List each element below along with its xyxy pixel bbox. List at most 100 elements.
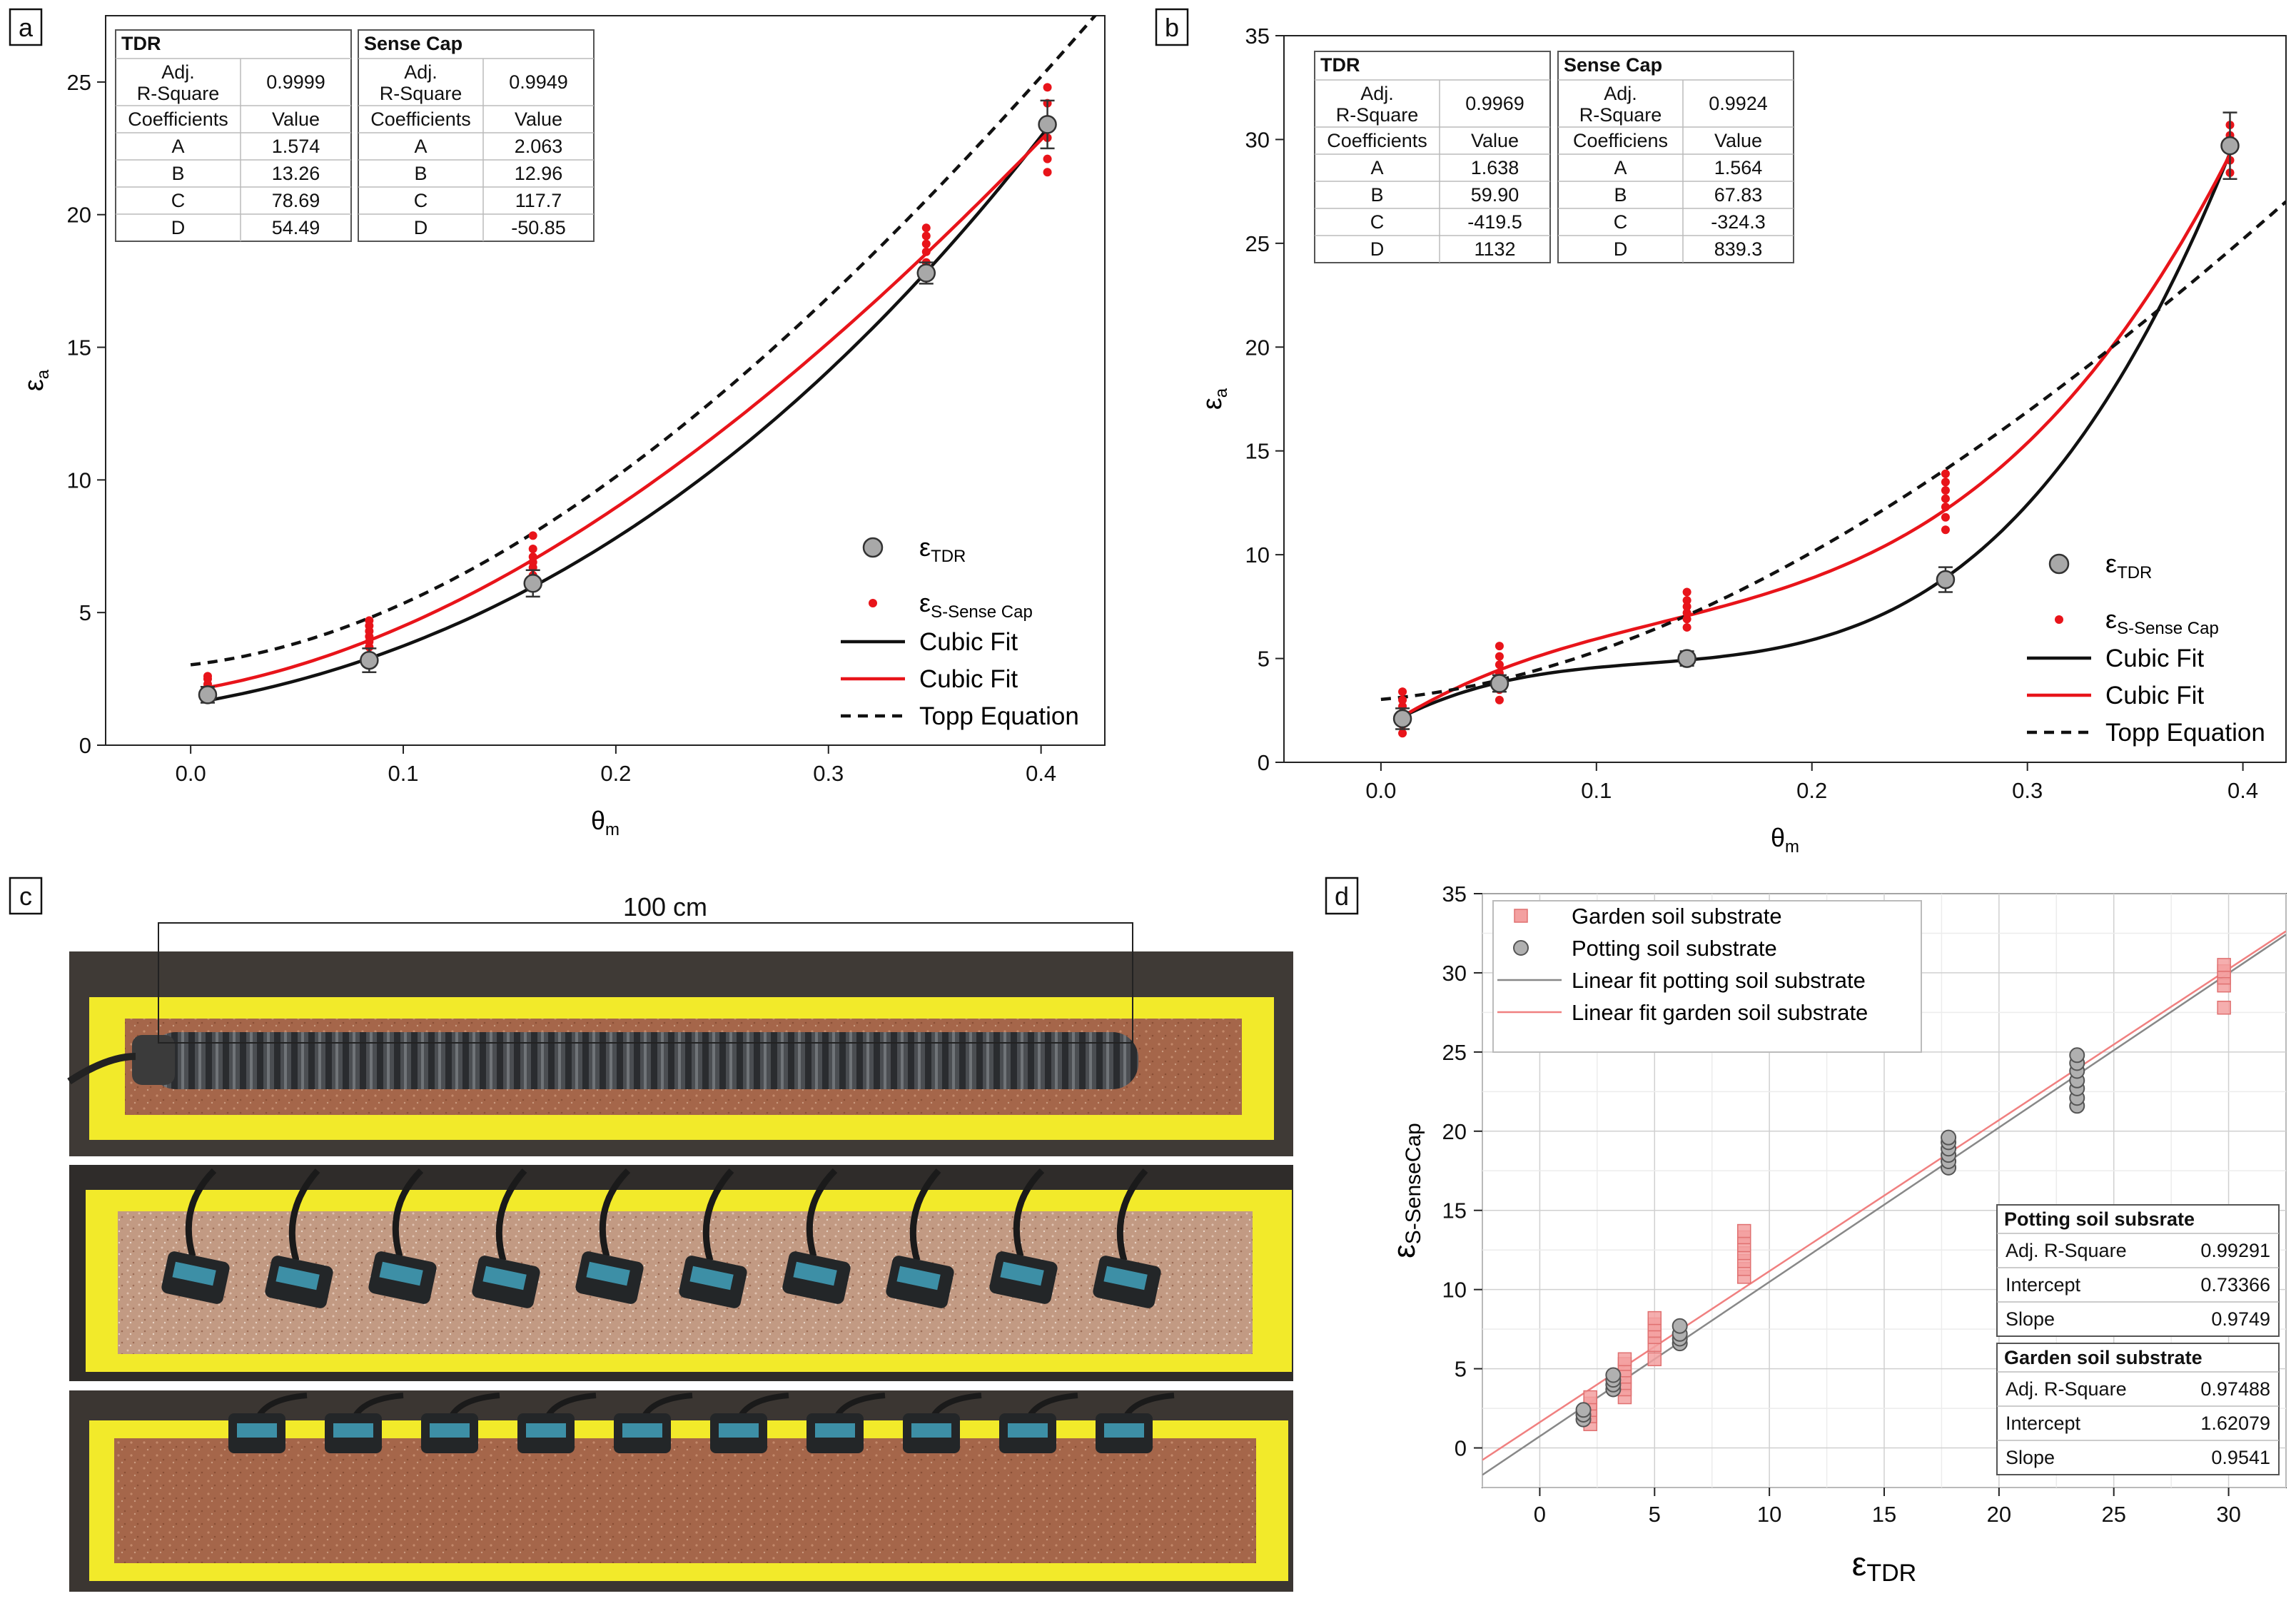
sensor-label	[379, 1261, 423, 1286]
cubic-fit-line-0	[1402, 152, 2232, 719]
sensor-label	[482, 1266, 527, 1291]
dimension-label: 100 cm	[623, 892, 707, 921]
svg-text:a: a	[19, 13, 34, 42]
stats-title: Potting soil subsrate	[2004, 1208, 2195, 1230]
x-tick-label: 0.4	[1026, 761, 1056, 786]
stats-label: Slope	[2006, 1308, 2055, 1330]
y-tick-label: 20	[1442, 1119, 1467, 1144]
sensor-label	[719, 1423, 759, 1438]
sensecap-point	[1941, 478, 1950, 487]
topp-equation-line	[1380, 200, 2286, 702]
table-coef-name: A	[1370, 157, 1383, 178]
stats-value: 1.62079	[2200, 1413, 2270, 1434]
panel-label-c: c	[9, 877, 43, 915]
y-axis-label-subscript: a	[34, 369, 53, 379]
tdr-point	[198, 685, 218, 704]
sensor-cable	[392, 1168, 424, 1258]
y-tick-label: 5	[1455, 1357, 1467, 1382]
x-axis-label-subscript: m	[1785, 837, 1799, 857]
panel-b-chart: 0.0 0.1 0.2 0.3 0.405101520253035θmεaTDRAdj.…	[1198, 24, 2287, 857]
sensor-label	[1008, 1423, 1048, 1438]
y-tick-label: 0	[1455, 1436, 1467, 1461]
tdr-point	[1490, 674, 1509, 693]
stats-table-0: Potting soil subsrate Adj. R-Square 0.9929…	[1996, 1204, 2280, 1337]
sensecap-point	[203, 672, 212, 681]
legend-label: Cubic Fit	[2105, 645, 2204, 672]
sensecap-sensors-row-2	[228, 1393, 1175, 1453]
sensor-cable	[909, 1168, 941, 1262]
potting-soil-point	[2069, 1047, 2085, 1064]
sensecap-point	[1398, 687, 1407, 697]
stats-value: 0.9541	[2211, 1447, 2270, 1468]
legend-potting-marker	[1513, 940, 1529, 956]
table-r-label: Adj. R-Square	[380, 61, 462, 104]
table-coef-value: 54.49	[272, 217, 320, 238]
r-label-line-1: Adj.	[161, 61, 195, 83]
r-label-line-2: R-Square	[1579, 104, 1662, 126]
sensecap-point	[1941, 485, 1950, 495]
table-coef-value: 59.90	[1471, 184, 1519, 206]
legend-label-subscript: TDR	[931, 547, 966, 566]
table-coef-value: -419.5	[1467, 211, 1522, 233]
table-coef-value: 1132	[1474, 238, 1515, 260]
legend-label: Topp Equation	[919, 702, 1079, 730]
table-coef-name: A	[171, 136, 184, 157]
table-coef-name: D	[1370, 238, 1385, 260]
sensecap-point	[1682, 622, 1691, 632]
plot-contents	[190, 16, 1098, 704]
sensor-label	[333, 1423, 373, 1438]
x-tick-label: 0.1	[1581, 778, 1612, 803]
y-axis-label-subscript: S-SenseCap	[1402, 1123, 1425, 1244]
panel-d-chart: 0 5 10 15 20 25 3005101520253035εTDRεS-SenseCa…	[1387, 882, 2287, 1587]
y-tick-label: 15	[1442, 1198, 1467, 1223]
table-coef-value: 67.83	[1714, 184, 1763, 206]
sensecap-point	[1941, 502, 1950, 512]
table-coef-name: D	[171, 217, 186, 238]
table-head-value: Value	[515, 108, 562, 130]
sensecap-point	[1398, 729, 1407, 738]
garden-soil-point	[1737, 1223, 1751, 1238]
cubic-fit-line-1	[207, 131, 1049, 690]
legend-label-subscript: S-Sense Cap	[2117, 619, 2219, 638]
table-border	[358, 29, 595, 242]
sensecap-point	[1682, 596, 1691, 605]
stats-table-1: Garden soil substrate Adj. R-Square 0.9748…	[1996, 1343, 2280, 1475]
x-axis-label-symbol: θ	[1771, 823, 1785, 852]
garden-soil-point	[1647, 1310, 1662, 1325]
y-axis-label-group: εa	[19, 369, 53, 391]
garden-soil-point	[2217, 1000, 2231, 1015]
sensor-label	[1104, 1423, 1144, 1438]
sensecap-point	[528, 531, 537, 540]
table-coef-value: 117.7	[515, 190, 562, 211]
table-coef-name: B	[1614, 184, 1627, 206]
tdr-point	[1392, 709, 1412, 729]
sensecap-point	[1043, 83, 1052, 92]
legend: Garden soil substrate Potting soil substr…	[1492, 900, 1922, 1053]
table-r-value: 0.9999	[266, 71, 325, 93]
sensor-cable	[599, 1168, 631, 1258]
garden-soil-point	[1647, 1352, 1662, 1367]
x-tick-label: 5	[1649, 1502, 1661, 1527]
sensor-label	[586, 1261, 630, 1286]
legend-label: Cubic Fit	[919, 665, 1018, 693]
potting-soil-point	[1605, 1367, 1622, 1383]
sensor-label	[689, 1266, 734, 1291]
sensor-cable	[806, 1168, 838, 1258]
x-tick-label: 0.2	[600, 761, 631, 786]
y-tick-label: 15	[1245, 439, 1270, 464]
sensecap-point	[365, 616, 374, 625]
table-coef-value: 13.26	[272, 163, 320, 184]
legend-label-symbol: ε	[919, 588, 931, 617]
table-coef-value: -50.85	[511, 217, 566, 238]
table-head-coef: Coefficients	[128, 108, 228, 130]
sensecap-point	[1682, 602, 1691, 611]
potting-soil-point	[1575, 1402, 1592, 1418]
stats-label: Adj. R-Square	[2006, 1378, 2127, 1400]
y-tick-label: 20	[1245, 335, 1270, 360]
sensecap-point	[1941, 525, 1950, 535]
table-coef-name: A	[1614, 157, 1627, 178]
r-label-line-2: R-Square	[137, 83, 220, 104]
svg-text:b: b	[1165, 13, 1179, 42]
